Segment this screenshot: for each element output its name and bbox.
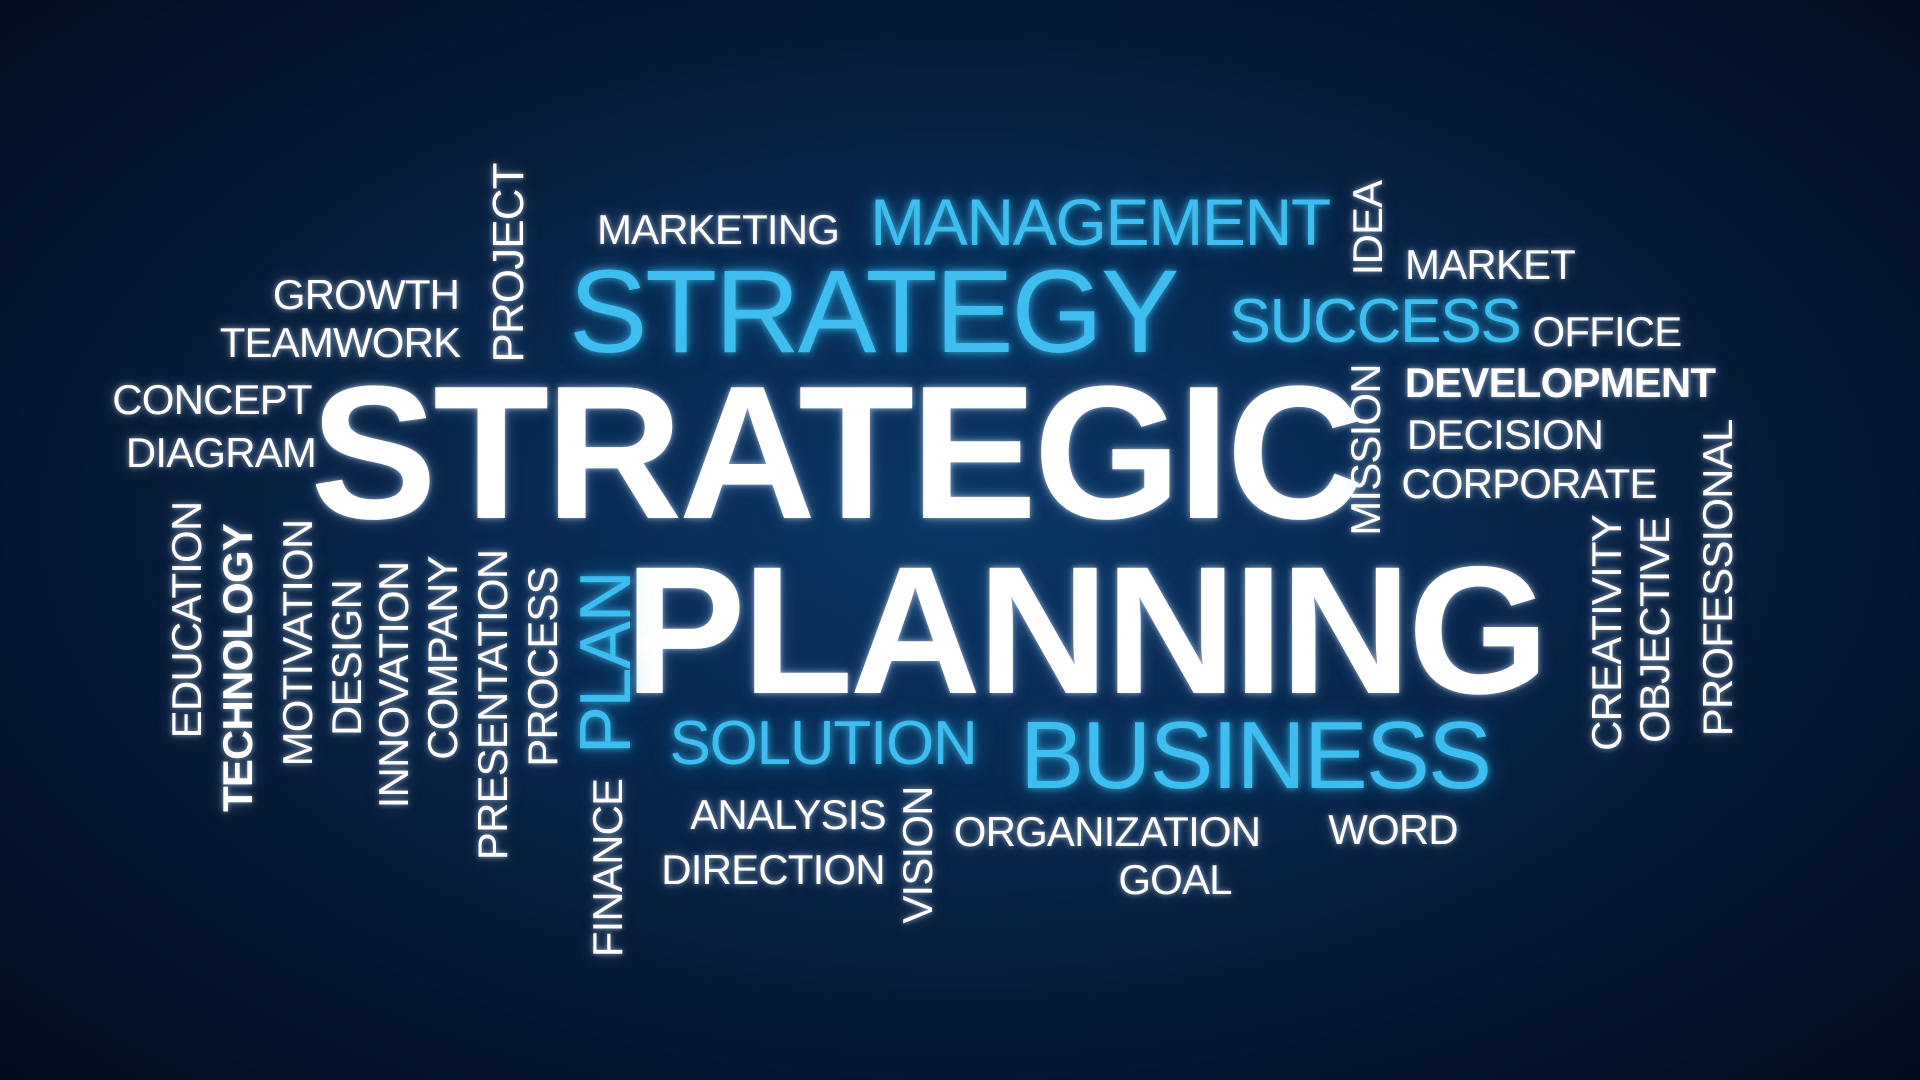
- word-market: MARKET: [1405, 241, 1576, 288]
- word-goal: GOAL: [1118, 856, 1232, 903]
- word-teamwork: TEAMWORK: [219, 319, 461, 366]
- word-motivation: MOTIVATION: [274, 519, 321, 767]
- word-idea: IDEA: [1344, 180, 1391, 276]
- word-office: OFFICE: [1532, 308, 1683, 355]
- word-planning: PLANNING: [624, 528, 1549, 732]
- word-professional: PROFESSIONAL: [1694, 419, 1741, 737]
- word-creativity: CREATIVITY: [1583, 515, 1630, 751]
- word-business: BUSINESS: [1019, 702, 1492, 809]
- word-process: PROCESS: [519, 567, 566, 767]
- word-diagram: DIAGRAM: [125, 429, 317, 476]
- word-word: WORD: [1328, 806, 1458, 853]
- word-growth: GROWTH: [272, 271, 460, 318]
- word-success: SUCCESS: [1229, 287, 1521, 356]
- word-presentation: PRESENTATION: [469, 549, 516, 861]
- word-mission: MISSION: [1342, 364, 1389, 536]
- word-strategic: STRATEGIC: [310, 347, 1363, 559]
- word-organization: ORGANIZATION: [953, 808, 1261, 855]
- word-analysis: ANALYSIS: [690, 791, 886, 838]
- word-plan: PLAN: [566, 571, 646, 755]
- word-decision: DECISION: [1406, 411, 1604, 458]
- word-management: MANAGEMENT: [870, 185, 1331, 259]
- word-direction: DIRECTION: [661, 846, 885, 893]
- word-development: DEVELOPMENT: [1404, 359, 1716, 406]
- word-finance: FINANCE: [584, 778, 631, 958]
- word-company: COMPANY: [419, 556, 466, 760]
- word-technology: TECHNOLOGY: [214, 524, 261, 812]
- word-corporate: CORPORATE: [1401, 460, 1657, 507]
- word-education: EDUCATION: [163, 501, 210, 739]
- word-design: DESIGN: [323, 580, 370, 736]
- word-project: PROJECT: [484, 163, 533, 363]
- word-vision: VISION: [894, 786, 941, 924]
- word-strategy: STRATEGY: [568, 246, 1180, 378]
- word-marketing: MARKETING: [596, 206, 840, 253]
- word-objective: OBJECTIVE: [1631, 517, 1678, 743]
- word-concept: CONCEPT: [112, 376, 312, 423]
- word-solution: SOLUTION: [669, 709, 977, 778]
- word-innovation: INNOVATION: [370, 561, 417, 809]
